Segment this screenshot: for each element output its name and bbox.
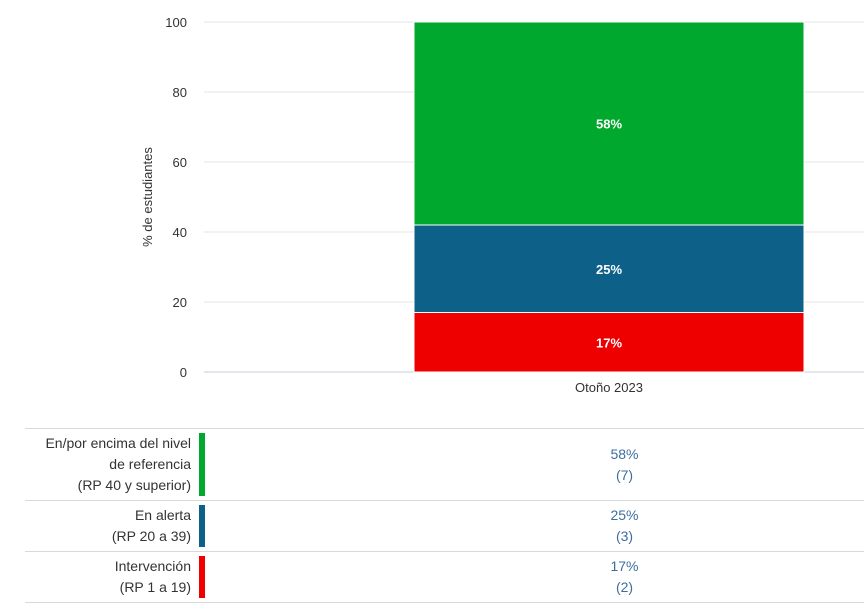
bar-data-label: 58% [596,117,622,132]
y-tick-label: 80 [173,85,187,100]
bar-data-label: 17% [596,335,622,350]
legend-label-line: (RP 20 a 39) [111,528,191,544]
legend-value: 58% (7) [205,429,864,500]
x-tick-label: Otoño 2023 [575,380,643,395]
legend-swatch [199,433,205,496]
legend-swatch [199,556,205,598]
bar-segment [413,312,805,373]
y-tick-label: 20 [173,295,187,310]
legend-percent: 17% [610,558,639,574]
bar-data-label: 25% [596,262,622,277]
bar-segment [413,224,805,313]
stacked-bar-chart: 0 20 40 60 80 100 % de estudiantes 17% 25% 58% Oto… [140,15,864,395]
legend-count: (7) [615,466,634,483]
legend-value: 25% (3) [205,501,864,551]
legend-label-line: Intervención [114,558,191,574]
legend-label: Intervención (RP 1 a 19) [25,552,191,602]
legend-label: En alerta (RP 20 a 39) [25,501,191,551]
legend-count: (2) [615,579,634,595]
legend-row: En/por encima del nivel de referencia (RP … [25,428,864,500]
y-tick-label: 0 [180,365,187,380]
y-axis-title: % de estudiantes [140,147,155,247]
legend-swatch [199,505,205,547]
bar-segment [413,21,805,226]
y-tick-label: 40 [173,225,187,240]
legend-row: Intervención (RP 1 a 19) 17% (2) [25,551,864,603]
legend-row: En alerta (RP 20 a 39) 25% (3) [25,500,864,551]
y-tick-label: 60 [173,155,187,170]
y-tick-label: 100 [165,15,187,30]
legend-table: En/por encima del nivel de referencia (RP … [25,428,864,603]
legend-label-line: (RP 1 a 19) [119,579,191,595]
legend-value: 17% (2) [205,552,864,602]
legend-label-line: En alerta [134,507,191,523]
legend-percent: 25% [610,507,639,523]
legend-label-line: de referencia [109,456,191,472]
legend-label-line: En/por encima del nivel [45,435,191,451]
legend-label-line: (RP 40 y superior) [77,477,191,493]
legend-count: (3) [615,528,634,544]
legend-label: En/por encima del nivel de referencia (RP … [25,429,191,500]
legend-percent: 58% [610,445,639,462]
